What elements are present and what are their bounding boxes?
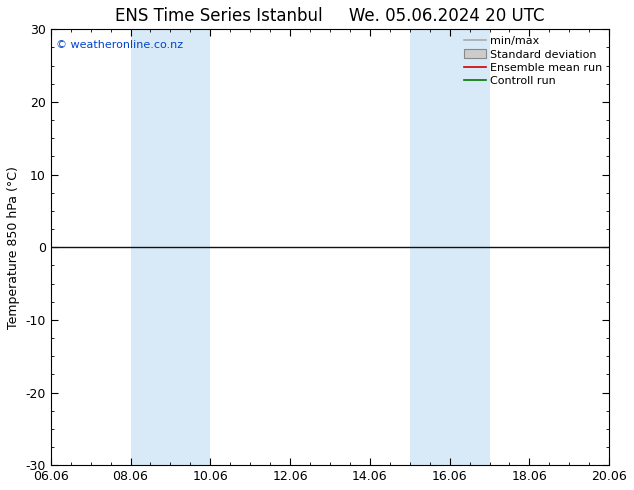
Y-axis label: Temperature 850 hPa (°C): Temperature 850 hPa (°C) (7, 166, 20, 329)
Bar (131, 29, 210, 465)
Title: ENS Time Series Istanbul     We. 05.06.2024 20 UTC: ENS Time Series Istanbul We. 05.06.2024 … (115, 7, 545, 25)
Text: © weatheronline.co.nz: © weatheronline.co.nz (56, 40, 183, 50)
Legend: min/max, Standard deviation, Ensemble mean run, Controll run: min/max, Standard deviation, Ensemble me… (459, 31, 607, 91)
Bar (410, 29, 489, 465)
